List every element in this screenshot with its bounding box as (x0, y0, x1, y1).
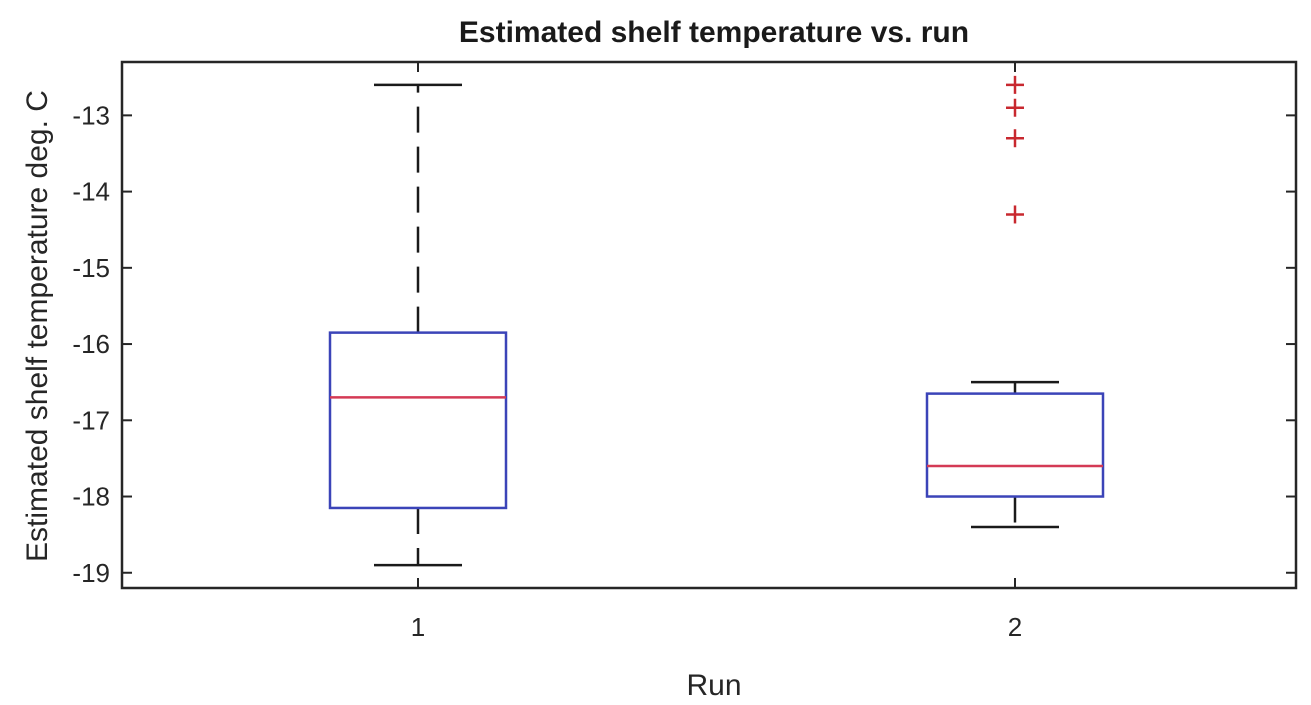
chart-title: Estimated shelf temperature vs. run (459, 16, 969, 49)
plot-frame (120, 60, 1298, 590)
y-tick-label: -13 (72, 100, 110, 130)
y-tick-label: -18 (72, 482, 110, 512)
iqr-box (925, 392, 1105, 498)
x-axis-label: Run (686, 669, 741, 702)
iqr-box (328, 331, 508, 510)
x-tick-label: 1 (411, 612, 425, 642)
y-tick-label: -17 (72, 405, 110, 435)
outlier-marker (1006, 205, 1024, 224)
y-tick-label: -14 (72, 177, 110, 207)
y-tick-label: -19 (72, 558, 110, 588)
y-tick-label: -16 (72, 329, 110, 359)
plot-area: -13 -14 -15 -16 -17 -18 -19 1 2 (72, 60, 1298, 642)
y-tick-label: -15 (72, 253, 110, 283)
y-axis-label: Estimated shelf temperature deg. C (21, 90, 54, 562)
outlier-marker (1006, 98, 1024, 117)
outlier-marker (1006, 129, 1024, 148)
x-tick-label: 2 (1008, 612, 1022, 642)
outlier-marker (1006, 75, 1024, 94)
